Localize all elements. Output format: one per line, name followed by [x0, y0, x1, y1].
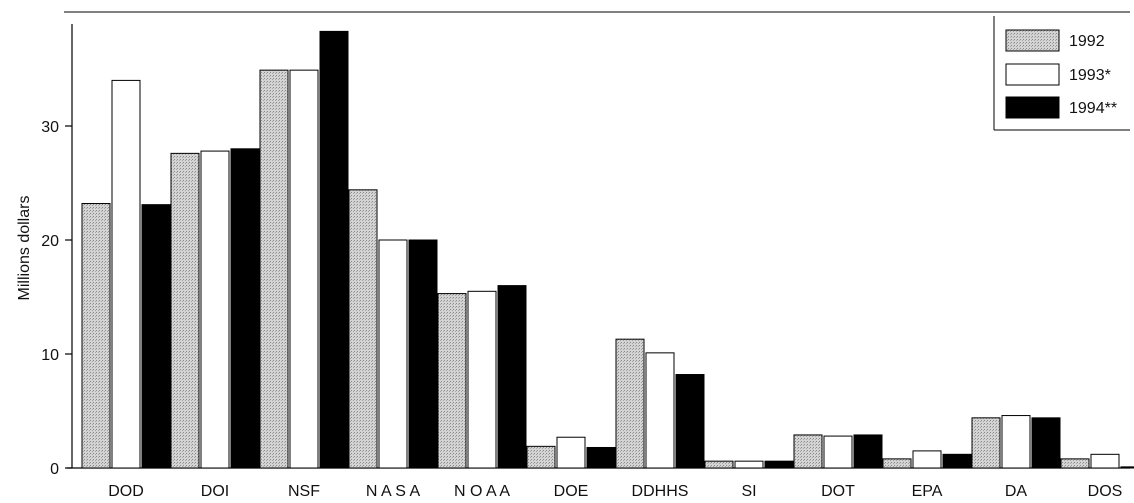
bar-dod-1994	[141, 204, 171, 469]
bar-nsf-1992	[259, 69, 289, 469]
bar-doe-1992	[526, 445, 556, 469]
x-tick-label: DOT	[821, 483, 855, 500]
x-tick-labels: DOD DOI NSF N A S A N O A A DOE DDHHS SI DOT EPA D…	[108, 483, 1122, 500]
bar-dod-1992	[81, 203, 111, 469]
bar-dot-1994	[853, 434, 883, 469]
bar-doe-1994	[586, 446, 616, 469]
legend: 1992 1993* 1994**	[993, 16, 1130, 131]
bar-dos-1994	[1120, 466, 1134, 469]
bar-doi-1994	[230, 148, 260, 469]
bar-nasa-1993	[378, 239, 408, 469]
bar-si-1994	[764, 460, 794, 469]
x-tick-label: SI	[741, 483, 756, 500]
bar-si-1993	[734, 460, 764, 469]
bar-dot-1992	[793, 434, 823, 469]
bar-nasa-1992	[348, 189, 378, 469]
x-tick-label: DA	[1005, 483, 1028, 500]
legend-swatch	[1005, 29, 1060, 52]
y-tick-label: 20	[41, 233, 59, 250]
x-tick-label: N O A A	[454, 483, 510, 500]
x-tick-label: NSF	[288, 483, 320, 500]
bars	[81, 30, 1134, 469]
bar-dos-1993	[1090, 453, 1120, 469]
bar-da-1992	[971, 417, 1001, 469]
legend-swatch	[1005, 63, 1060, 86]
legend-swatch	[1005, 96, 1060, 119]
y-ticks: 0 10 20 30	[41, 119, 72, 478]
bar-ddhhs-1992	[615, 338, 645, 469]
bar-noaa-1994	[497, 285, 527, 469]
y-tick-label: 10	[41, 347, 59, 364]
bar-da-1993	[1001, 415, 1031, 469]
bar-dod-1993	[111, 79, 141, 469]
y-tick-label: 30	[41, 119, 59, 136]
y-axis-title: Millions dollars	[16, 196, 33, 301]
bar-dos-1992	[1060, 458, 1090, 469]
bar-nsf-1994	[319, 30, 349, 469]
x-tick-label: DOE	[554, 483, 589, 500]
legend-label: 1993*	[1069, 67, 1111, 84]
bar-doe-1993	[556, 436, 586, 469]
x-tick-label: DOS	[1088, 483, 1123, 500]
x-tick-label: DOI	[201, 483, 229, 500]
bar-epa-1993	[912, 450, 942, 469]
legend-label: 1992	[1069, 33, 1105, 50]
bar-da-1994	[1031, 417, 1061, 469]
bar-noaa-1992	[437, 293, 467, 469]
bar-nsf-1993	[289, 69, 319, 469]
bar-ddhhs-1993	[645, 352, 675, 469]
bar-noaa-1993	[467, 290, 497, 469]
bar-si-1992	[704, 460, 734, 469]
bar-nasa-1994	[408, 239, 438, 469]
bar-dot-1993	[823, 435, 853, 469]
bar-epa-1994	[942, 453, 972, 469]
bar-epa-1992	[882, 458, 912, 469]
x-tick-label: DOD	[108, 483, 144, 500]
bar-doi-1993	[200, 150, 230, 469]
legend-label: 1994**	[1069, 100, 1117, 117]
x-tick-label: DDHHS	[632, 483, 689, 500]
bar-ddhhs-1994	[675, 374, 705, 469]
x-tick-label: EPA	[912, 483, 943, 500]
y-tick-label: 0	[50, 461, 59, 478]
bar-doi-1992	[170, 152, 200, 469]
x-tick-label: N A S A	[366, 483, 421, 500]
